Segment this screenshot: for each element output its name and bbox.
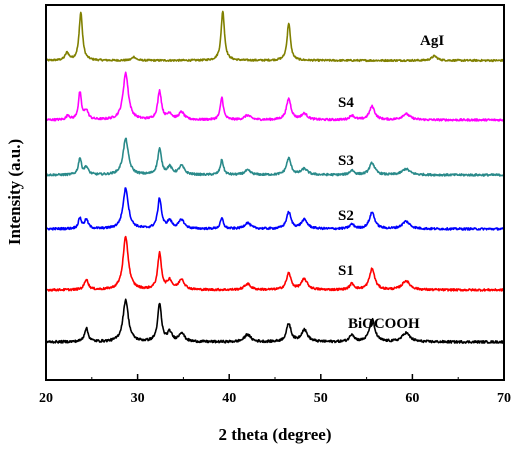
- series-line-s3: [45, 137, 505, 177]
- series-line-s1: [45, 235, 505, 292]
- series-line-agi: [45, 10, 505, 63]
- x-axis-title: 2 theta (degree): [219, 425, 332, 444]
- series-label-agi: AgI: [420, 33, 444, 49]
- x-tick-label: 40: [222, 391, 236, 406]
- series-line-s2: [45, 187, 505, 231]
- plot-curves: [45, 10, 505, 344]
- x-axis: 20 30 40 50 60 70: [39, 374, 511, 406]
- series-line-biocooh: [45, 298, 505, 344]
- series-label-s4: S4: [338, 95, 354, 111]
- x-tick-label: 60: [405, 391, 419, 406]
- x-tick-label: 30: [131, 391, 145, 406]
- x-tick-label: 50: [314, 391, 328, 406]
- x-tick-label: 70: [497, 391, 511, 406]
- plot-frame: [45, 4, 505, 381]
- series-label-s2: S2: [338, 208, 354, 224]
- series-label-s1: S1: [338, 263, 354, 279]
- series-labels: AgI S4 S3 S2 S1 BiOCOOH: [338, 33, 444, 332]
- series-label-s3: S3: [338, 153, 354, 169]
- series-label-biocooh: BiOCOOH: [348, 316, 420, 332]
- series-line-s4: [45, 71, 505, 122]
- x-tick-label: 20: [39, 391, 53, 406]
- y-axis-title: Intensity (a.u.): [5, 139, 24, 245]
